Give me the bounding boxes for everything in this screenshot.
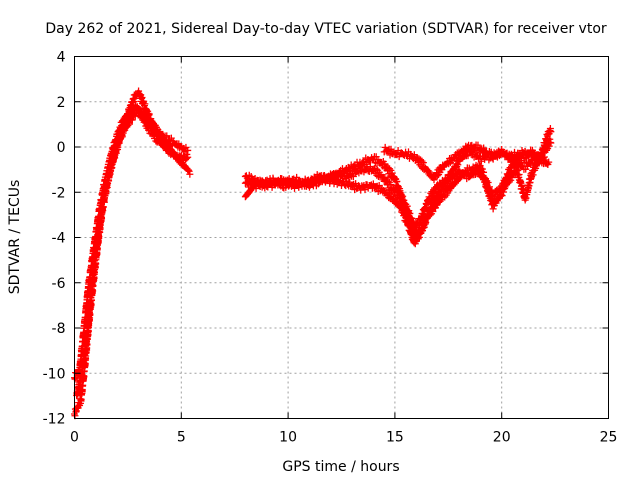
y-tick-label: 4 [57, 50, 66, 66]
y-tick-label: -12 [43, 412, 66, 428]
data-point [397, 191, 405, 199]
x-tick-label: 5 [177, 430, 186, 446]
data-point [433, 172, 441, 180]
data-point [114, 134, 122, 142]
data-point [388, 169, 396, 177]
axis-ticks: 0 5 10 15 20 25 -12 -10 -8 -6 -4 -2 0 2 4 [43, 50, 618, 446]
data-point [184, 166, 192, 174]
data-point [529, 171, 537, 179]
x-tick-label: 15 [386, 430, 404, 446]
data-point [508, 153, 516, 161]
data-point [419, 159, 427, 167]
data-point [489, 205, 497, 213]
x-tick-label: 25 [600, 430, 618, 446]
data-point [128, 116, 136, 124]
data-point [363, 164, 371, 172]
data-point [152, 131, 160, 139]
data-point [356, 163, 364, 171]
y-tick-label: 2 [57, 95, 66, 111]
data-point [545, 158, 553, 166]
data-point [429, 207, 437, 215]
data-point [427, 195, 435, 203]
y-tick-label: -8 [52, 321, 66, 337]
y-tick-label: -10 [43, 366, 66, 382]
data-point [500, 188, 508, 196]
data-point [185, 167, 193, 175]
data-point [430, 176, 438, 184]
data-point [381, 160, 389, 168]
y-tick-label: 0 [57, 140, 66, 156]
data-point [522, 194, 530, 202]
data-series [71, 87, 555, 420]
data-point [511, 148, 519, 156]
data-point [478, 165, 486, 173]
data-point [481, 176, 489, 184]
data-point [242, 178, 250, 186]
data-point [361, 186, 369, 194]
y-tick-label: -6 [52, 276, 66, 292]
data-point [418, 157, 426, 165]
data-point [394, 187, 402, 195]
data-point [397, 201, 405, 209]
data-point [335, 167, 343, 175]
data-point [184, 146, 192, 154]
data-point [293, 173, 301, 181]
data-point [384, 189, 392, 197]
data-point [246, 177, 254, 185]
data-point [130, 98, 138, 106]
data-point [178, 157, 186, 165]
data-point [142, 117, 150, 125]
data-point [466, 146, 474, 154]
data-point [151, 130, 159, 138]
data-point [414, 221, 422, 229]
y-tick-label: -4 [52, 231, 66, 247]
data-point [183, 154, 191, 162]
data-point [547, 139, 555, 147]
data-point [505, 178, 513, 186]
data-point [186, 170, 194, 178]
data-point [141, 100, 149, 108]
data-point [151, 122, 159, 130]
data-point [547, 128, 555, 136]
x-axis-label: GPS time / hours [282, 459, 399, 475]
data-point [295, 183, 303, 191]
data-point [424, 167, 432, 175]
data-point [464, 170, 472, 178]
grid [74, 56, 609, 419]
data-point [262, 177, 270, 185]
x-tick-label: 20 [493, 430, 511, 446]
data-point [474, 141, 482, 149]
data-point [508, 174, 516, 182]
data-point [138, 93, 146, 101]
data-point [328, 175, 336, 183]
chart-title: Day 262 of 2021, Sidereal Day-to-day VTE… [45, 21, 607, 37]
data-point [464, 152, 472, 160]
data-point [522, 153, 530, 161]
x-tick-label: 10 [279, 430, 297, 446]
data-point [498, 192, 506, 200]
data-point [184, 153, 192, 161]
data-point [147, 124, 155, 132]
data-point [372, 165, 380, 173]
y-axis-label: SDTVAR / TECUs [7, 180, 23, 295]
data-point [145, 110, 153, 118]
data-point [387, 181, 395, 189]
x-tick-label: 0 [70, 430, 79, 446]
data-point [545, 142, 553, 150]
y-tick-label: -2 [52, 185, 66, 201]
data-point [71, 375, 79, 383]
data-point [163, 132, 171, 140]
data-point [414, 235, 422, 243]
data-point [381, 174, 389, 182]
